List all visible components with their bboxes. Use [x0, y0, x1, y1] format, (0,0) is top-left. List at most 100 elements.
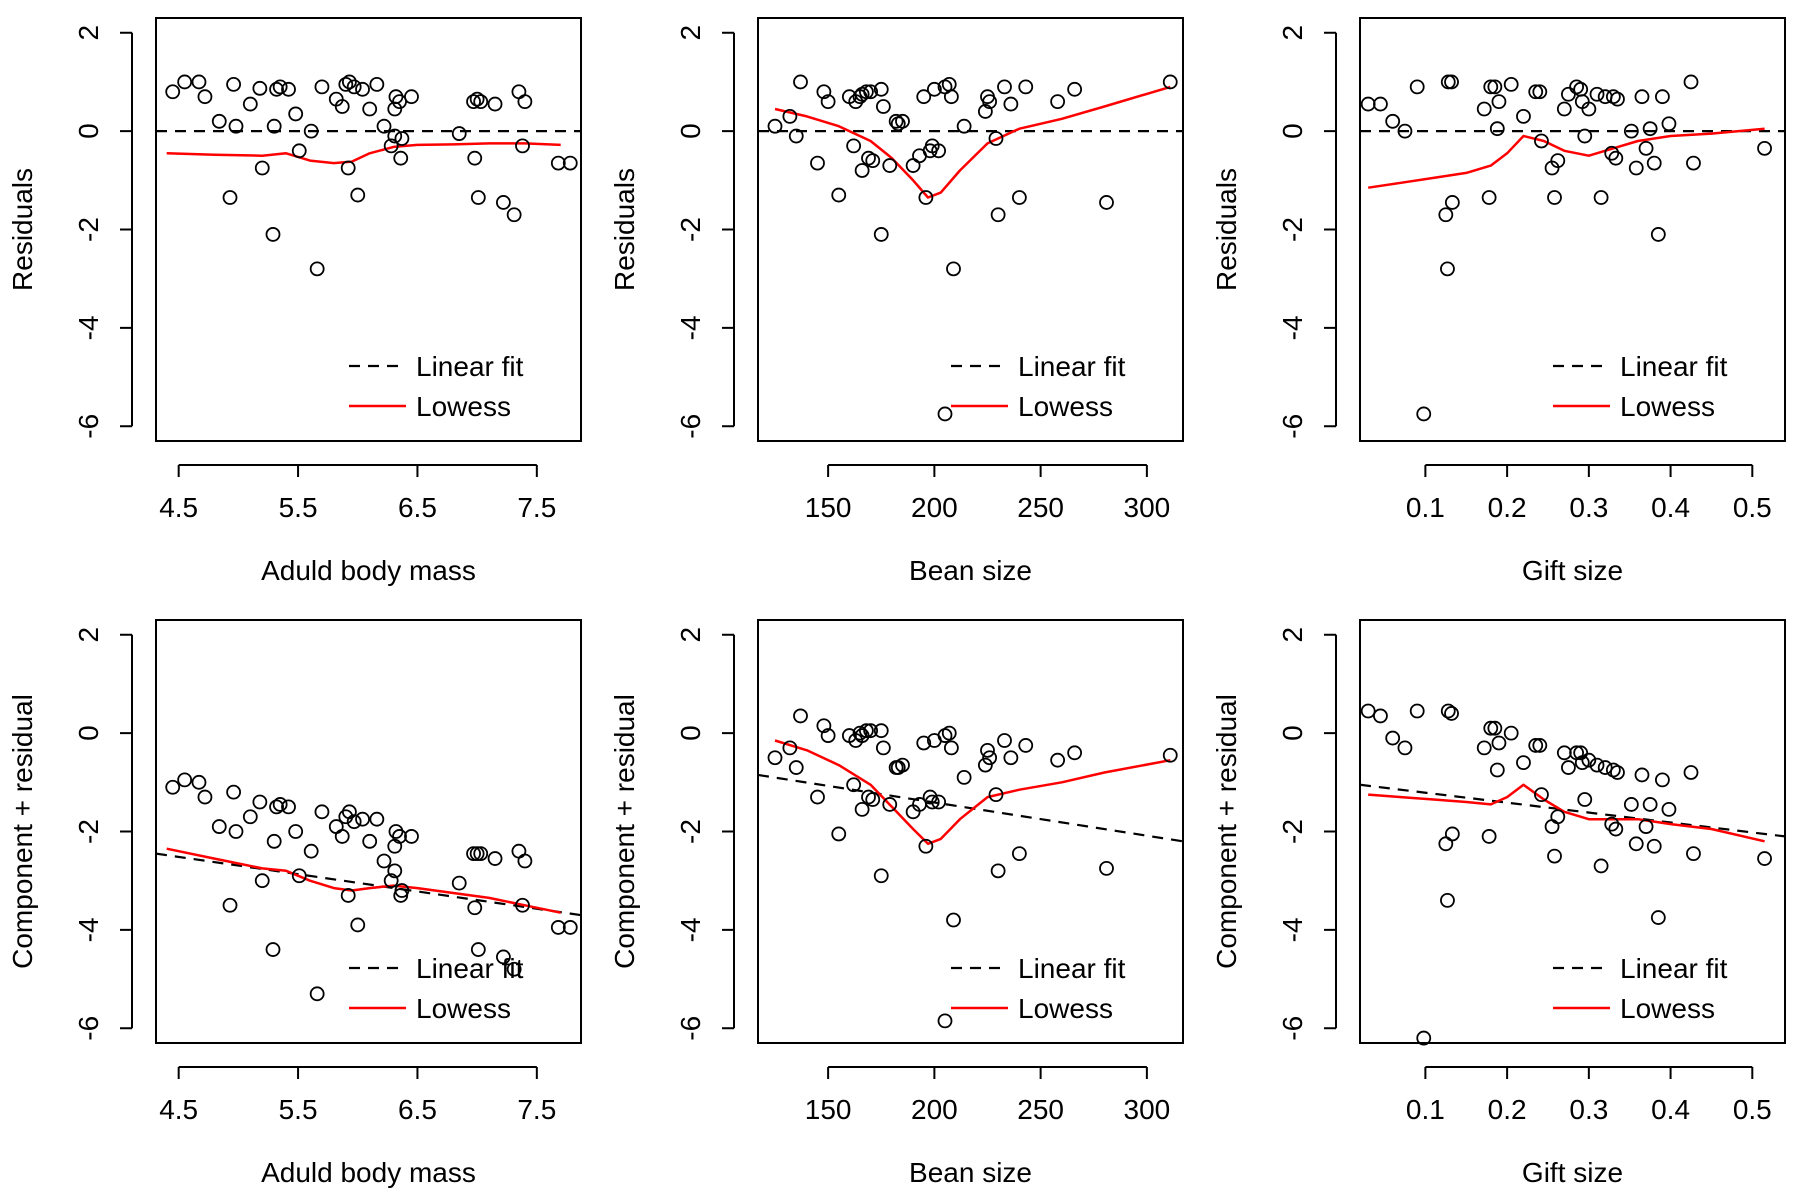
data-point — [1550, 153, 1566, 169]
data-point — [404, 829, 419, 844]
data-point — [1650, 910, 1666, 925]
data-point — [888, 113, 904, 129]
data-point — [1589, 86, 1605, 102]
y-tick-label: -6 — [73, 414, 104, 439]
panel-6: 0.1 0.2 0.3 0.4 0.5 Gift size 2 0 -2 -4 -6 Componen… — [1211, 619, 1786, 1188]
data-point — [469, 846, 485, 862]
data-point — [1409, 703, 1425, 719]
data-point — [831, 826, 847, 842]
x-tick-label: 0.4 — [1651, 492, 1690, 523]
data-point — [1628, 836, 1644, 852]
data-point — [816, 718, 832, 734]
plot-frame — [757, 619, 1184, 1044]
data-point — [265, 942, 281, 957]
legend: Linear fit Lowess — [951, 953, 1126, 1024]
data-point — [820, 728, 836, 743]
data-point — [1481, 190, 1497, 205]
panel-4: 4.5 5.5 6.5 7.5 Aduld body mass 2 0 -2 -4 -6 Compo… — [7, 619, 582, 1188]
data-points — [1360, 74, 1772, 422]
data-point — [873, 81, 889, 97]
plot-area — [1360, 783, 1785, 843]
data-point — [393, 888, 409, 903]
data-point — [895, 757, 910, 773]
data-point — [272, 79, 288, 95]
y-tick-label: 2 — [73, 25, 104, 41]
data-point — [1099, 860, 1114, 876]
data-point — [369, 77, 385, 92]
data-point — [515, 138, 530, 154]
data-point — [1487, 79, 1503, 95]
data-point — [905, 158, 921, 173]
data-point — [1638, 819, 1654, 834]
data-point — [467, 150, 483, 166]
data-point — [1597, 760, 1613, 775]
data-point — [394, 131, 410, 146]
data-point — [918, 190, 934, 205]
data-point — [858, 84, 874, 100]
data-points — [165, 74, 578, 277]
lowess-line — [774, 739, 1171, 846]
data-point — [1440, 261, 1455, 277]
panel-2: 150 200 250 300 Bean size 2 0 -2 -4 -6 Residuals Li… — [609, 17, 1184, 586]
data-point — [854, 801, 870, 817]
data-point — [496, 195, 511, 210]
data-point — [473, 94, 489, 110]
data-point — [937, 1013, 953, 1029]
x-tick-label: 250 — [1017, 1094, 1064, 1125]
data-point — [211, 113, 227, 129]
data-point — [788, 128, 804, 144]
data-point — [1503, 725, 1519, 741]
x-axis-label: Bean size — [909, 1157, 1032, 1188]
data-point — [956, 118, 972, 134]
plot-area — [758, 739, 1183, 846]
data-point — [997, 733, 1012, 748]
data-point — [281, 799, 296, 815]
data-point — [222, 190, 238, 205]
x-tick-label: 0.1 — [1406, 1094, 1445, 1125]
data-point — [1476, 740, 1492, 756]
data-point — [269, 81, 284, 97]
y-tick-label: 0 — [73, 725, 104, 741]
data-point — [1162, 74, 1178, 90]
data-point — [1556, 745, 1572, 761]
data-point — [1476, 101, 1492, 117]
data-point — [1642, 797, 1658, 812]
plot-frame — [155, 619, 582, 1044]
y-tick-label: -4 — [73, 315, 104, 340]
data-point — [1623, 123, 1639, 139]
data-point — [1634, 767, 1650, 783]
data-point — [473, 846, 489, 862]
panel-1: 4.5 5.5 6.5 7.5 Aduld body mass 2 0 -2 -4 -6 Resid… — [7, 17, 582, 586]
data-point — [1018, 79, 1034, 95]
data-point — [314, 79, 330, 95]
data-point — [226, 784, 241, 800]
data-point — [1604, 816, 1620, 832]
data-point — [1397, 740, 1413, 756]
data-point — [1556, 101, 1572, 117]
data-point — [376, 853, 392, 869]
x-tick-label: 4.5 — [159, 1094, 198, 1125]
data-point — [517, 94, 533, 110]
legend-lowess-label: Lowess — [1018, 993, 1113, 1024]
lowess-line — [1368, 127, 1765, 189]
lowess-line — [166, 847, 561, 914]
y-tick-label: 2 — [1277, 25, 1308, 41]
data-point — [1360, 96, 1376, 112]
y-tick-label: -4 — [675, 917, 706, 942]
data-point — [466, 846, 481, 862]
data-point — [1574, 755, 1590, 771]
legend-linear-fit-label: Linear fit — [416, 351, 524, 382]
data-point — [1444, 826, 1460, 842]
x-tick-label: 0.3 — [1569, 492, 1608, 523]
data-point — [882, 158, 898, 173]
data-point — [924, 794, 940, 810]
data-point — [334, 99, 350, 114]
legend-linear-fit-label: Linear fit — [1620, 953, 1728, 984]
lowess-line — [166, 142, 561, 165]
data-point — [982, 750, 998, 766]
data-point — [1099, 195, 1114, 210]
data-point — [767, 118, 783, 134]
data-point — [1397, 123, 1413, 139]
data-point — [956, 769, 972, 785]
data-point — [1050, 752, 1066, 768]
